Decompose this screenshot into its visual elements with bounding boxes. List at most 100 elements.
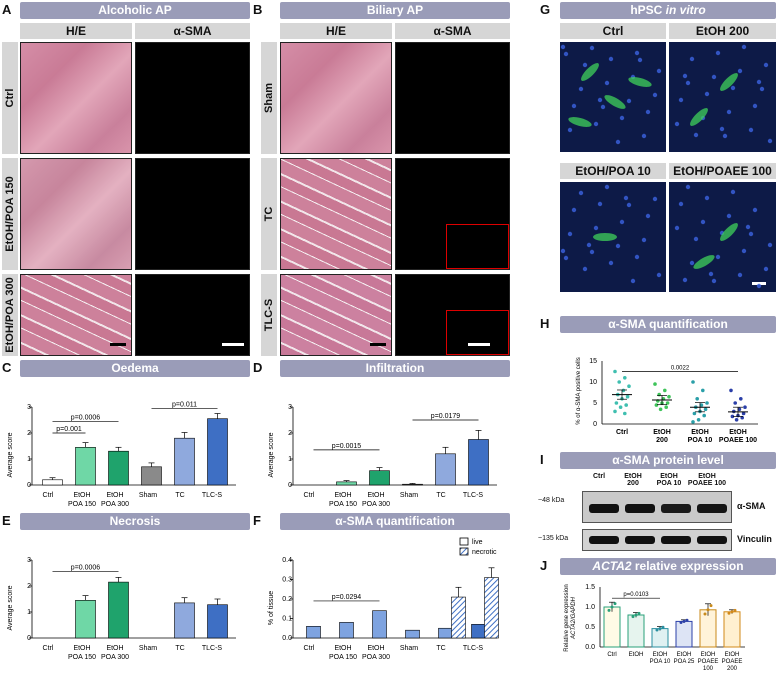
nucleus [745,224,751,230]
sma-image-ctrl [135,42,250,154]
bar [42,479,63,486]
panel-letter-d: D [253,360,263,375]
xtick-j-5: EtOH [725,652,740,658]
xtick-e-1b: POA 150 [68,654,96,661]
data-point [679,621,683,625]
data-point [654,403,659,407]
xtick-j-1: EtOH [629,652,644,658]
band-label-vinculin: Vinculin [737,534,772,544]
nucleus [563,51,569,57]
bar [75,447,96,486]
nucleus [767,138,773,144]
nucleus [759,86,765,92]
nucleus [715,254,721,260]
nucleus [730,189,736,195]
nucleus [689,260,695,266]
legend-necrotic-swatch [459,547,469,556]
data-point [657,392,661,397]
data-point [613,602,617,606]
nucleus [722,133,728,139]
data-point [623,376,627,380]
bar [675,620,693,648]
xtick-f-1: EtOH [334,645,351,652]
ytick-d-1: 1 [288,456,292,463]
he-image-poa300 [20,274,132,356]
legend-live-swatch [459,537,469,546]
data-point [730,414,735,419]
xtick-f-0: Ctrl [304,645,315,652]
panel-a-title: Alcoholic AP [20,2,250,19]
nucleus [567,231,573,237]
col-label-he: H/E [20,23,132,39]
xtick-c-2: EtOH [106,492,123,499]
nucleus [704,91,710,97]
row-label-poa300: EtOH/POA 300 [2,274,18,356]
data-point [658,627,662,631]
data-point [625,394,630,399]
bar [372,610,387,639]
nucleus [582,62,588,68]
nucleus [726,213,732,219]
data-point [699,403,704,407]
xtick-j-3: EtOH [677,652,692,658]
ytick-j-0: 0.0 [585,644,595,651]
row-label-poa150: EtOH/POA 150 [2,158,18,270]
ytick-f-0: 0.0 [282,635,292,642]
mw-135: ~135 kDa [538,535,569,542]
sma-positive-cell [604,95,626,109]
legend-necrotic: necrotic [472,549,497,556]
p-value: p=0.0015 [332,443,361,450]
nucleus [619,219,625,225]
sma-positive-cell [693,255,715,269]
p-value: p=0.0006 [71,414,100,421]
xtick-d-4: TC [436,492,445,499]
bar [603,606,621,648]
nucleus [730,85,736,91]
xtick-j-5b: POAEE [722,659,743,665]
p-value: p=0.011 [172,401,197,408]
nucleus [685,184,691,190]
data-point [727,611,731,615]
nucleus [582,266,588,272]
data-point [631,615,635,619]
nucleus [641,133,647,139]
row-label-sham: Sham [261,42,277,154]
nucleus [586,242,592,248]
row-label-ctrl: Ctrl [2,42,18,154]
nucleus [719,126,725,132]
bar [468,439,489,486]
he-image-tlcs [280,274,392,356]
lane-label-poaee100: EtOH POAEE 100 [687,473,727,487]
data-point [664,405,668,409]
xtick-d-2b: POA 300 [362,501,390,508]
panel-c-title: Oedema [20,360,250,377]
xtick-e-4: TC [175,645,184,652]
ylabel-h: % of α-SMA positive cells [576,357,582,425]
col-label-sma: α-SMA [135,23,250,39]
nucleus [752,103,758,109]
data-point [737,407,742,412]
scale-bar-g [752,282,766,285]
bar [369,470,390,486]
data-point [692,411,697,416]
panel-letter-b: B [253,2,263,17]
scale-bar-a-he [110,343,126,346]
xtick-h-0: Ctrl [616,429,628,436]
xtick-f-1b: POA 150 [329,654,357,661]
xtick-j-4c: 100 [703,666,714,672]
data-point [695,397,699,401]
nucleus [626,98,632,104]
sma-positive-cell [690,108,708,126]
inset-tlcs [446,310,509,355]
nucleus [682,277,688,283]
data-point [729,388,733,393]
panel-i: Ctrl EtOH 200 EtOH POA 10 EtOH POAEE 100 ~4… [538,471,776,555]
nucleus [604,184,610,190]
ytick-c-1: 1 [27,456,31,463]
ytick-h-1: 5 [593,400,597,407]
xtick-d-5: TLC-S [463,492,484,499]
nucleus [645,213,651,219]
bar [651,628,669,648]
ytick-d-0: 0 [288,482,292,489]
he-image-poa150 [20,158,132,270]
